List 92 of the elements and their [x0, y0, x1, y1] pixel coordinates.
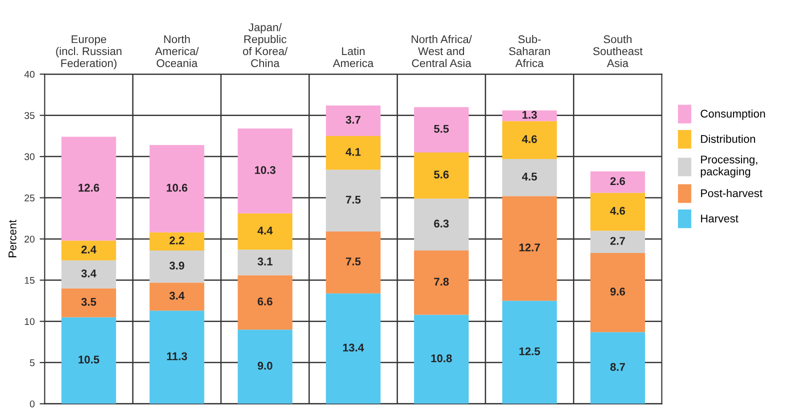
data-label: 3.9 — [169, 262, 184, 270]
data-label: 2.7 — [610, 236, 625, 245]
bar — [61, 260, 116, 288]
data-label: 4.1 — [346, 148, 361, 156]
legend-label: Processing, packaging — [700, 155, 758, 178]
y-tick-label: 10 — [24, 318, 35, 325]
y-tick-label: 35 — [24, 112, 35, 119]
x-tick-label: Europe (incl. Russian Federation) — [56, 35, 122, 70]
bar — [590, 192, 646, 231]
y-tick-label: 30 — [24, 153, 35, 160]
bar — [61, 240, 116, 260]
bar — [590, 332, 646, 404]
bar — [61, 317, 116, 404]
bar — [502, 159, 557, 196]
bar — [150, 310, 204, 404]
data-label: 4.5 — [522, 172, 537, 181]
data-label: 3.7 — [346, 116, 360, 124]
data-label: 5.6 — [434, 170, 449, 178]
bar — [238, 330, 292, 404]
data-label: 3.4 — [81, 270, 96, 278]
data-label: 3.4 — [169, 292, 185, 300]
y-tick-label: 20 — [24, 236, 35, 243]
data-label: 8.7 — [610, 363, 625, 371]
data-label: 12.7 — [519, 244, 540, 252]
bar — [326, 136, 381, 170]
data-label: 4.4 — [258, 226, 273, 234]
data-label: 12.5 — [519, 347, 540, 356]
bar — [502, 196, 557, 301]
y-tick-label: 25 — [24, 194, 35, 202]
bar — [414, 250, 469, 315]
bar — [150, 250, 204, 283]
bar — [326, 105, 381, 136]
bar — [502, 300, 557, 404]
data-label: 10.8 — [431, 354, 452, 362]
bar — [238, 213, 292, 250]
bar — [61, 136, 116, 241]
bar — [150, 145, 204, 232]
y-tick-label: 40 — [24, 70, 35, 78]
bar — [238, 128, 292, 214]
legend-label: Post-harvest — [701, 189, 762, 198]
bar — [502, 110, 557, 122]
bar — [502, 121, 557, 160]
data-label: 12.6 — [78, 184, 100, 192]
bar — [414, 198, 469, 250]
data-label: 11.3 — [167, 352, 188, 360]
bar — [150, 232, 204, 250]
bar — [414, 107, 469, 152]
bar — [326, 232, 381, 294]
data-label: 2.2 — [170, 236, 184, 244]
x-tick-label: Japan/ Republic of Korea/ China — [242, 23, 288, 68]
data-label: 3.1 — [258, 258, 272, 266]
x-tick-label: Latin America — [332, 46, 374, 68]
x-tick-label: North Africa/ West and Central Asia — [412, 35, 472, 68]
data-label: 5.5 — [434, 125, 449, 133]
data-label: 7.8 — [434, 278, 449, 286]
data-label: 9.0 — [258, 362, 272, 370]
legend-label: Consumption — [700, 109, 765, 120]
bar — [326, 170, 381, 232]
data-label: 4.6 — [610, 206, 626, 215]
y-axis-title: Percent — [8, 220, 16, 258]
legend-label: Harvest — [701, 214, 738, 222]
data-label: 7.5 — [346, 196, 361, 204]
data-label: 10.5 — [78, 356, 100, 364]
data-label: 6.6 — [258, 298, 272, 306]
data-label: 4.6 — [522, 135, 537, 144]
y-tick-label: 0 — [30, 400, 35, 408]
data-label: 1.3 — [522, 110, 537, 119]
bar — [61, 288, 116, 318]
data-label: 6.3 — [434, 220, 449, 228]
x-tick-label: North America/ Oceania — [155, 35, 199, 68]
data-label: 2.6 — [610, 177, 626, 186]
data-label: 13.4 — [343, 344, 364, 352]
bar — [414, 314, 469, 404]
bar — [238, 250, 292, 276]
data-label: 3.5 — [81, 298, 96, 306]
y-tick-label: 15 — [24, 276, 35, 284]
bar — [590, 230, 646, 253]
data-label: 10.6 — [166, 184, 188, 192]
y-tick-label: 5 — [30, 359, 35, 366]
data-label: 2.4 — [81, 246, 96, 254]
legend-label: Distribution — [701, 134, 756, 143]
bar — [326, 293, 381, 404]
data-label: 7.5 — [346, 258, 361, 266]
x-tick-label: Sub- Saharan Africa — [509, 35, 550, 68]
bar — [150, 282, 204, 311]
bar — [238, 275, 292, 330]
bar — [590, 171, 646, 193]
x-tick-label: South Southeast Asia — [593, 35, 643, 68]
data-label: 9.6 — [610, 288, 626, 296]
bar — [414, 152, 469, 199]
data-label: 10.3 — [254, 166, 276, 174]
bar — [590, 252, 646, 332]
